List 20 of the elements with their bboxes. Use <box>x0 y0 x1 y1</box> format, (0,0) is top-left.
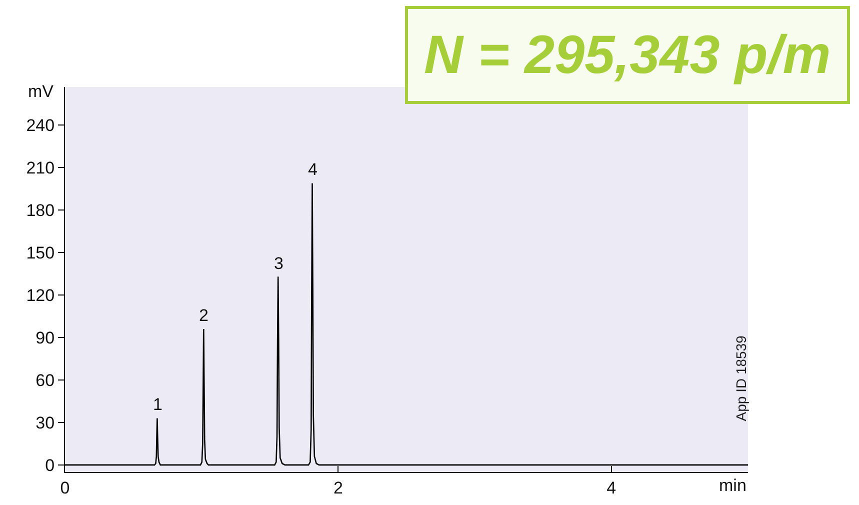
x-tick-label: 4 <box>606 478 616 498</box>
y-tick-label: 0 <box>45 456 55 475</box>
text: N = 295,343 p/m <box>424 25 831 85</box>
annotation: 4 <box>308 160 318 179</box>
annotation: 3 <box>274 254 284 273</box>
y-tick-label: 150 <box>26 244 55 263</box>
y-tick-label: 30 <box>36 413 55 432</box>
x-axis-title: min <box>719 476 746 495</box>
y-tick-label: 90 <box>36 328 55 348</box>
annotation: App ID 18539 <box>733 335 750 422</box>
annotation: 2 <box>199 306 208 325</box>
annotation: 1 <box>153 395 162 414</box>
y-tick-label: 60 <box>36 370 55 390</box>
y-axis-title: mV <box>28 82 54 101</box>
y-tick-label: 210 <box>26 158 55 178</box>
x-tick-label: 0 <box>60 478 70 498</box>
y-tick-label: 180 <box>26 201 55 220</box>
y-tick-label: 240 <box>26 116 55 136</box>
y-tick-label: 120 <box>26 286 55 306</box>
x-tick-label: 2 <box>333 478 343 498</box>
